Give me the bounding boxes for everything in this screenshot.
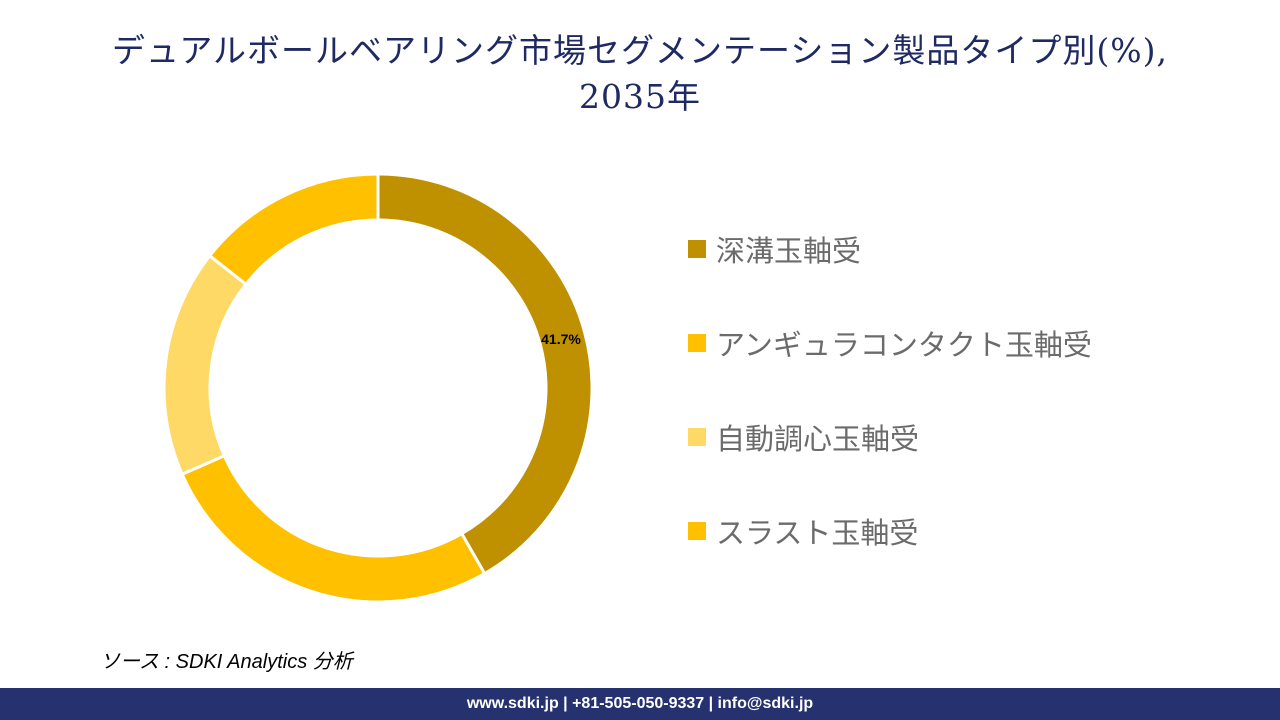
footer-contact: www.sdki.jp | +81-505-050-9337 | info@sd…	[466, 695, 814, 712]
legend-item-1: 深溝玉軸受	[688, 190, 1092, 308]
chart-title: デュアルボールベアリング市場セグメンテーション製品タイプ別(%), 2035年	[0, 28, 1280, 120]
legend-item-3: 自動調心玉軸受	[688, 378, 1092, 496]
legend-label: アンギュラコンタクト玉軸受	[716, 328, 1092, 362]
legend-item-4: スラスト玉軸受	[688, 472, 1092, 590]
donut-segment-2	[180, 453, 487, 604]
donut-segment-3	[162, 253, 249, 477]
legend-swatch	[688, 240, 706, 258]
donut-segment-4	[207, 172, 380, 287]
legend-label: 自動調心玉軸受	[716, 422, 920, 456]
legend-label: 深溝玉軸受	[716, 234, 862, 268]
footer-bar: www.sdki.jp | +81-505-050-9337 | info@sd…	[0, 688, 1280, 720]
donut-segment-1	[376, 172, 594, 576]
legend-item-2: アンギュラコンタクト玉軸受	[688, 284, 1092, 402]
legend-swatch	[688, 522, 706, 540]
legend-swatch	[688, 428, 706, 446]
chart-title-line2: 2035年	[579, 77, 701, 116]
source-note: ソース : SDKI Analytics 分析	[100, 651, 353, 673]
chart-title-line1: デュアルボールベアリング市場セグメンテーション製品タイプ別(%),	[112, 31, 1168, 70]
legend-swatch	[688, 334, 706, 352]
legend: 深溝玉軸受アンギュラコンタクト玉軸受 自動調心玉軸受 スラスト玉軸受	[688, 190, 1092, 590]
data-label-1: 41.7%	[541, 331, 581, 347]
legend-label: スラスト玉軸受	[716, 516, 919, 550]
